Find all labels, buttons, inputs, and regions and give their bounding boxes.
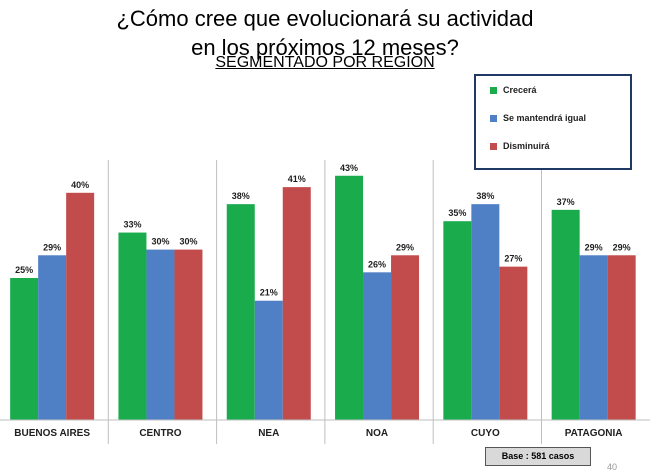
value-label-cuyo-disminuira: 27%: [504, 254, 522, 264]
category-label-noa: NOA: [366, 428, 388, 439]
bar-nea-se-mantendra-igual: [254, 300, 283, 420]
bar-noa-se-mantendra-igual: [363, 272, 392, 420]
value-label-patagonia-crecera: 37%: [557, 197, 575, 207]
value-label-nea-disminuira: 41%: [288, 174, 306, 184]
legend-item-se-mantendra-igual: Se mantendrá igual: [490, 112, 630, 140]
value-label-centro-crecera: 33%: [123, 220, 141, 230]
legend-label: Se mantendrá igual: [503, 113, 587, 123]
title-line-2: en los próximos 12 meses?: [191, 35, 459, 60]
bar-buenos-aires-se-mantendra-igual: [38, 255, 67, 420]
bar-patagonia-crecera: [551, 209, 580, 420]
bar-noa-disminuira: [391, 255, 420, 420]
value-label-noa-se-mantendra-igual: 26%: [368, 259, 386, 269]
bar-nea-crecera: [226, 204, 255, 420]
value-label-centro-disminuira: 30%: [179, 237, 197, 247]
legend-swatch: [490, 143, 497, 150]
category-label-centro: CENTRO: [139, 428, 181, 439]
bar-cuyo-se-mantendra-igual: [471, 204, 500, 420]
bar-cuyo-crecera: [443, 221, 472, 420]
category-labels-group: BUENOS AIRES CENTRO NEA NOA CUYO PATAGONIA: [14, 428, 622, 439]
chart-subtitle: SEGMENTADO POR REGIÓN: [215, 54, 435, 71]
legend-swatch: [490, 115, 497, 122]
value-label-centro-se-mantendra-igual: 30%: [151, 237, 169, 247]
legend-swatch: [490, 87, 497, 94]
bar-centro-se-mantendra-igual: [146, 249, 175, 420]
bar-cuyo-disminuira: [499, 266, 528, 420]
value-label-nea-se-mantendra-igual: 21%: [260, 288, 278, 298]
page-number: 40: [607, 462, 618, 472]
category-label-patagonia: PATAGONIA: [565, 428, 623, 439]
value-label-patagonia-se-mantendra-igual: 29%: [585, 242, 603, 252]
category-label-cuyo: CUYO: [471, 428, 500, 439]
bar-centro-disminuira: [174, 249, 203, 420]
bar-noa-crecera: [335, 175, 364, 420]
title-line-1: ¿Cómo cree que evolucionará su actividad: [116, 6, 534, 31]
bar-nea-disminuira: [282, 187, 311, 420]
legend-item-crecera: Crecerá: [490, 84, 630, 112]
bar-patagonia-se-mantendra-igual: [579, 255, 608, 420]
chart-title: ¿Cómo cree que evolucionará su actividad…: [0, 4, 650, 62]
bar-buenos-aires-disminuira: [66, 192, 95, 420]
value-label-cuyo-crecera: 35%: [448, 208, 466, 218]
category-label-nea: NEA: [258, 428, 279, 439]
legend-item-disminuira: Disminuirá: [490, 140, 630, 168]
value-label-noa-crecera: 43%: [340, 163, 358, 173]
value-label-buenos-aires-crecera: 25%: [15, 265, 33, 275]
category-label-buenos-aires: BUENOS AIRES: [14, 428, 90, 439]
bar-patagonia-disminuira: [607, 255, 636, 420]
legend-label: Disminuirá: [503, 141, 550, 151]
legend: Crecerá Se mantendrá igual Disminuirá: [474, 74, 632, 170]
legend-label: Crecerá: [503, 85, 537, 95]
value-label-buenos-aires-se-mantendra-igual: 29%: [43, 242, 61, 252]
value-label-cuyo-se-mantendra-igual: 38%: [476, 191, 494, 201]
category-dividers: [107, 160, 542, 444]
value-label-patagonia-disminuira: 29%: [613, 242, 631, 252]
base-note: Base : 581 casos: [485, 447, 591, 466]
bar-buenos-aires-crecera: [10, 278, 39, 420]
value-labels-group: 25% 29% 40% 33% 30% 30% 38% 21% 41% 43% 26% 29% 35% 3…: [15, 163, 631, 298]
value-label-nea-crecera: 38%: [232, 191, 250, 201]
bars-group: [10, 175, 636, 420]
bar-centro-crecera: [118, 232, 147, 420]
value-label-buenos-aires-disminuira: 40%: [71, 180, 89, 190]
value-label-noa-disminuira: 29%: [396, 242, 414, 252]
